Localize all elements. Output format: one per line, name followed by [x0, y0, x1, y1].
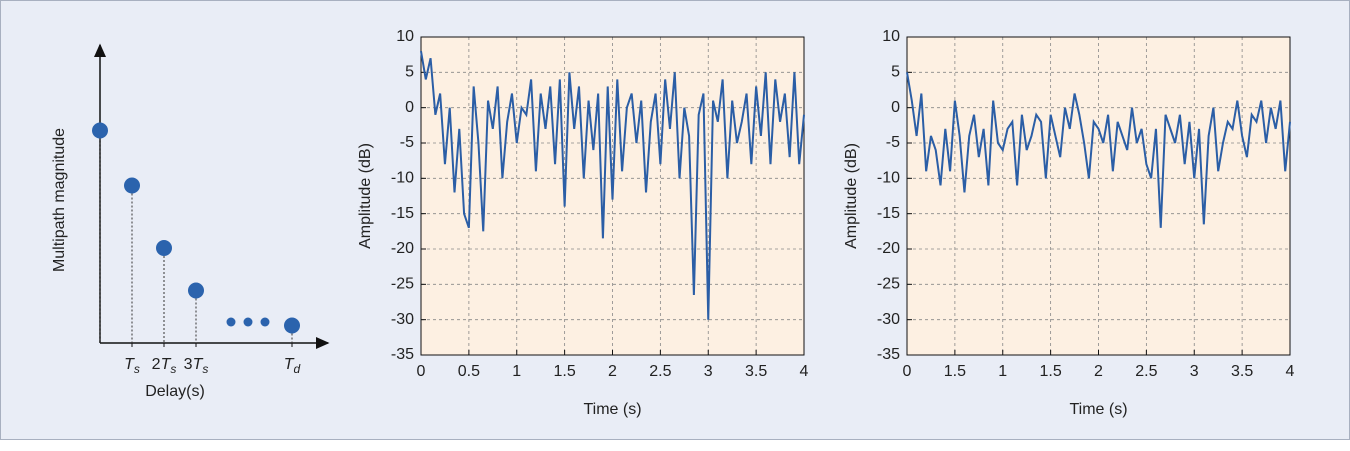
x-tick-label: 3.5 [1231, 363, 1253, 380]
y-tick-label: 10 [882, 28, 900, 45]
y-axis-label: Multipath magnitude [51, 128, 68, 272]
y-tick-label: -35 [877, 346, 900, 363]
stem-dot [188, 282, 204, 299]
y-tick-label: 0 [405, 99, 414, 116]
x-tick-label: 0.5 [458, 363, 480, 380]
tick-prefix: 3 [184, 356, 193, 373]
x-tick-label: 1 [998, 363, 1007, 380]
plot-frame [906, 36, 1291, 356]
x-tick-label: Td [284, 356, 301, 376]
y-tick-label: -15 [877, 205, 900, 222]
y-tick-label: -10 [391, 170, 414, 187]
x-axis-label: Time (s) [1069, 401, 1127, 418]
x-tick-label: 4 [800, 363, 809, 380]
x-tick-label: 2.5 [1135, 363, 1157, 380]
stem-dot [284, 317, 300, 334]
x-tick-label: 2Ts [152, 356, 177, 376]
tick-prefix: 2 [152, 356, 161, 373]
y-tick-label: -15 [391, 205, 414, 222]
y-tick-label: -20 [391, 240, 414, 257]
y-tick-label: 5 [405, 64, 414, 81]
x-tick-label: 2.5 [649, 363, 671, 380]
y-tick-label: 10 [396, 28, 414, 45]
ellipsis-dot [260, 317, 270, 327]
y-tick-label: -10 [877, 170, 900, 187]
x-axis-label: Time (s) [583, 401, 641, 418]
data-line [420, 50, 805, 320]
tick-symbol: T [124, 356, 135, 373]
y-tick-label: -25 [391, 276, 414, 293]
y-tick-label: -25 [877, 276, 900, 293]
x-tick-label: 3 [704, 363, 713, 380]
y-tick-label: -35 [391, 346, 414, 363]
data-line [906, 72, 1291, 228]
y-tick-label: -5 [400, 134, 414, 151]
x-tick-label: 1 [512, 363, 521, 380]
tick-subscript: d [294, 362, 301, 376]
tick-symbol: T [161, 356, 172, 373]
tick-symbol: T [284, 356, 295, 373]
x-axis-label: Delay(s) [145, 383, 205, 400]
x-tick-label: 0 [417, 363, 426, 380]
x-tick-label: 2 [1094, 363, 1103, 380]
stem-dot [92, 122, 108, 139]
y-tick-label: -30 [391, 311, 414, 328]
y-tick-label: 0 [891, 99, 900, 116]
x-tick-label: 3 [1190, 363, 1199, 380]
tick-subscript: s [202, 362, 208, 376]
ellipsis-dot [226, 317, 236, 327]
y-axis-label: Amplitude (dB) [357, 143, 374, 249]
x-tick-label: Ts [124, 356, 140, 376]
x-tick-label: 3.5 [745, 363, 767, 380]
y-axis-label: Amplitude (dB) [843, 143, 860, 249]
y-tick-label: -20 [877, 240, 900, 257]
plot-frame [420, 36, 805, 356]
x-tick-label: 2 [608, 363, 617, 380]
x-tick-label: 1.5 [944, 363, 966, 380]
y-tick-label: -30 [877, 311, 900, 328]
ellipsis-dot [243, 317, 253, 327]
tick-subscript: s [170, 362, 176, 376]
tick-subscript: s [134, 362, 140, 376]
x-tick-label: 1.5 [1040, 363, 1062, 380]
x-tick-label: 1.5 [554, 363, 576, 380]
y-tick-label: 5 [891, 64, 900, 81]
y-tick-label: -5 [886, 134, 900, 151]
x-tick-label: 3Ts [184, 356, 209, 376]
x-tick-label: 4 [1286, 363, 1295, 380]
stem-dot [124, 177, 140, 194]
tick-symbol: T [193, 356, 204, 373]
x-tick-label: 0 [903, 363, 912, 380]
stem-dot [156, 240, 172, 256]
